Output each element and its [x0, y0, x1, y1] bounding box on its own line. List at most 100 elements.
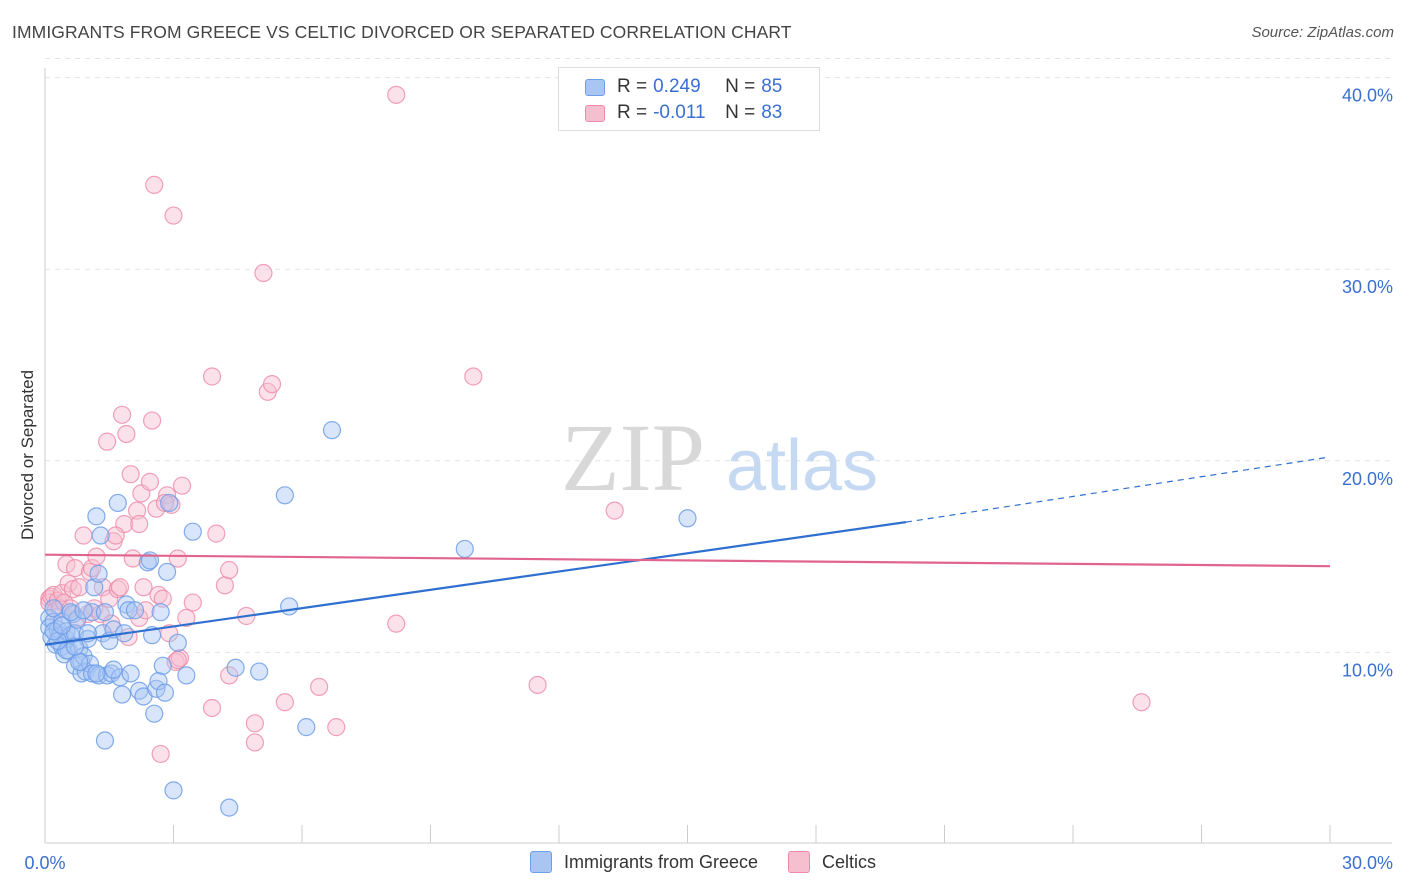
- greece-point: [164, 781, 183, 800]
- celtics-point: [65, 558, 85, 578]
- celtics-point: [151, 744, 170, 764]
- celtics-point: [220, 560, 239, 580]
- celtics-point: [202, 698, 222, 718]
- greece-point: [125, 601, 145, 620]
- legend-swatch-pink: [585, 104, 605, 122]
- greece-point: [157, 562, 177, 582]
- greece-trend-line: [44, 521, 907, 646]
- celtics-point: [605, 501, 624, 520]
- celtics-trend-line: [44, 553, 1331, 568]
- celtics-point: [164, 206, 183, 225]
- greece-point: [160, 493, 179, 513]
- celtics-point: [70, 578, 89, 597]
- celtics-point: [98, 432, 117, 451]
- greece-point: [151, 603, 170, 622]
- legend-swatch-pink: [788, 851, 811, 873]
- legend-n-value: 83: [761, 102, 783, 123]
- celtics-point: [245, 714, 264, 733]
- series-legend: Immigrants from Greece Celtics: [530, 851, 906, 873]
- greece-point: [95, 731, 115, 750]
- celtics-point: [262, 375, 282, 394]
- greece-point: [153, 656, 172, 675]
- celtics-point: [464, 367, 483, 386]
- grid-lines: [45, 57, 1392, 653]
- legend-row-greece: R = 0.249 N = 85: [585, 75, 782, 99]
- legend-swatch-blue: [585, 78, 605, 96]
- greece-point: [87, 507, 106, 526]
- greece-point: [168, 633, 187, 652]
- legend-label-celtics: Celtics: [822, 851, 877, 872]
- greece-point: [112, 685, 132, 704]
- greece-point: [53, 616, 72, 635]
- greece-point: [280, 597, 299, 616]
- celtics-point: [153, 589, 172, 608]
- celtics-point: [254, 263, 273, 283]
- watermark: ZIP atlas: [561, 404, 878, 511]
- watermark-zip: ZIP: [561, 404, 705, 511]
- source-label: Source: ZipAtlas.com: [1251, 24, 1394, 41]
- celtics-point: [387, 85, 406, 104]
- celtics-point: [142, 411, 162, 430]
- correlation-legend: R = 0.249 N = 85 R = -0.011 N = 83: [558, 67, 820, 131]
- legend-r-value: 0.249: [653, 76, 701, 97]
- celtics-point: [106, 526, 125, 545]
- celtics-point: [327, 718, 346, 737]
- y-tick-label: 10.0%: [1342, 660, 1393, 680]
- watermark-atlas: atlas: [726, 426, 878, 506]
- greece-point: [95, 603, 115, 622]
- y-axis-label: Divorced or Separated: [18, 369, 37, 541]
- greece-point: [89, 564, 108, 583]
- celtics-point: [528, 675, 547, 695]
- greece-point: [91, 526, 110, 545]
- greece-point: [177, 666, 196, 685]
- legend-label-greece: Immigrants from Greece: [564, 851, 759, 872]
- greece-point: [250, 662, 269, 681]
- celtics-point: [87, 547, 106, 566]
- celtics-point: [215, 576, 234, 595]
- celtics-point: [145, 175, 164, 194]
- legend-swatch-blue: [530, 851, 552, 873]
- greece-point: [65, 637, 85, 656]
- celtics-point: [387, 614, 406, 633]
- greece-point: [108, 493, 127, 513]
- celtics-point: [155, 493, 175, 513]
- y-tick-label: 20.0%: [1342, 469, 1393, 489]
- greece-points: [40, 421, 697, 817]
- celtics-point: [130, 514, 149, 534]
- greece-point: [226, 658, 245, 677]
- celtics-point: [112, 405, 132, 424]
- celtics-point: [123, 549, 142, 568]
- greece-point: [455, 539, 474, 559]
- celtics-points: [40, 85, 1151, 764]
- greece-point: [74, 601, 93, 620]
- greece-point: [275, 486, 294, 505]
- celtics-point: [121, 465, 140, 484]
- greece-point: [70, 652, 89, 672]
- x-tick-label: 0.0%: [24, 853, 65, 873]
- axes: [44, 68, 1392, 844]
- legend-r-label: R =: [617, 76, 648, 97]
- greece-point: [104, 660, 123, 679]
- greece-trend-extension: [905, 456, 1331, 523]
- celtics-point: [202, 367, 222, 386]
- legend-item-celtics[interactable]: Celtics: [788, 851, 876, 873]
- celtics-point: [127, 501, 147, 520]
- legend-item-greece[interactable]: Immigrants from Greece: [530, 851, 758, 873]
- celtics-point: [275, 693, 294, 712]
- celtics-point: [177, 608, 196, 628]
- greece-point: [121, 664, 140, 683]
- legend-n-label: N =: [725, 102, 756, 123]
- greece-point: [297, 718, 316, 737]
- y-tick-label: 40.0%: [1342, 86, 1393, 106]
- legend-n-value: 85: [761, 76, 783, 97]
- greece-point: [119, 601, 138, 620]
- celtics-point: [183, 593, 202, 612]
- celtics-point: [74, 526, 93, 545]
- tick-labels: 10.0% 20.0% 30.0% 40.0% 0.0% 30.0%: [24, 86, 1393, 873]
- trend-lines: [44, 456, 1331, 646]
- greece-point: [322, 421, 342, 440]
- greece-point: [85, 578, 104, 597]
- celtics-point: [245, 733, 264, 752]
- celtics-point: [1132, 693, 1151, 712]
